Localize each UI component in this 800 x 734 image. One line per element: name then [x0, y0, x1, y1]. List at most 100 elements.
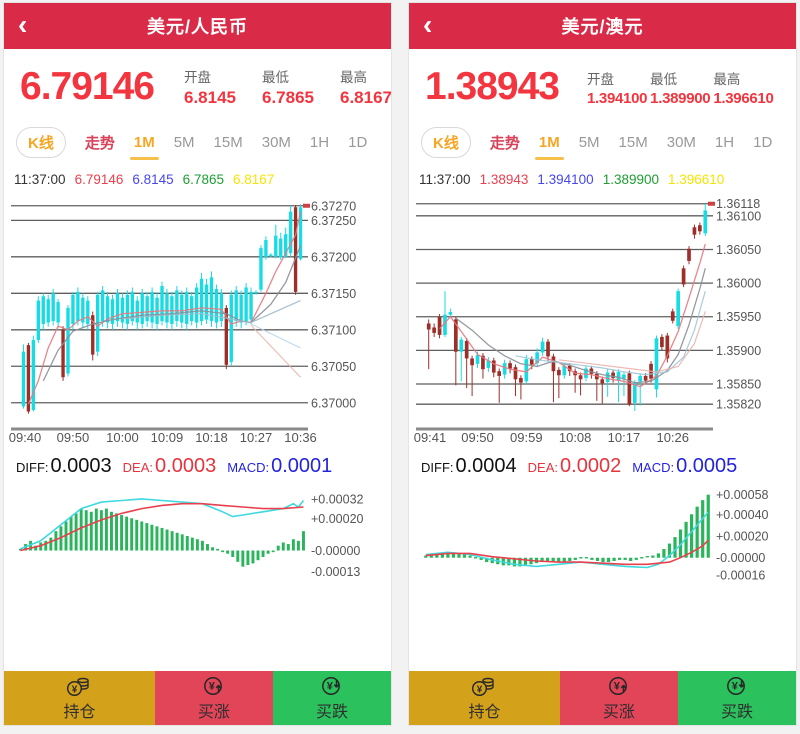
svg-text:1.35950: 1.35950: [716, 310, 761, 324]
svg-text:1.35820: 1.35820: [716, 398, 761, 412]
buy-down-button[interactable]: ¥ 买跌: [677, 671, 796, 725]
current-price: 1.38943: [425, 65, 560, 108]
tab-5m[interactable]: 5M: [578, 134, 600, 151]
high-label: 最高: [713, 71, 741, 87]
macd-label: MACD:: [632, 460, 675, 475]
tab-trend[interactable]: 走势: [84, 135, 115, 152]
svg-text:-0.00016: -0.00016: [716, 569, 765, 583]
svg-text:09:50: 09:50: [57, 430, 90, 445]
svg-text:-0.00000: -0.00000: [716, 551, 765, 565]
coins-icon: ¥: [472, 677, 495, 696]
tab-30m[interactable]: 30M: [666, 134, 696, 151]
svg-text:1.35900: 1.35900: [716, 344, 761, 358]
diff-label: DIFF:: [421, 460, 454, 475]
low-stat: 最低 1.389900: [650, 68, 710, 107]
back-button[interactable]: ‹: [18, 9, 28, 40]
svg-text:1.36050: 1.36050: [716, 243, 761, 257]
macd-readout: DIFF: 0.0004 DEA: 0.0002 MACD: 0.0005: [409, 447, 796, 478]
svg-text:09:40: 09:40: [9, 430, 42, 445]
positions-button[interactable]: ¥ 持仓: [409, 671, 560, 725]
macd-value: 0.0005: [676, 455, 738, 477]
diff-value: 0.0003: [50, 455, 112, 477]
svg-text:10:00: 10:00: [106, 430, 139, 445]
svg-text:10:08: 10:08: [559, 430, 592, 445]
dea-label: DEA:: [122, 460, 154, 475]
open-stat: 开盘 1.394100: [587, 68, 647, 107]
svg-text:-0.00013: -0.00013: [311, 565, 360, 579]
ohlc-summary: 开盘 1.394100 最低 1.389900 最高 1.396610: [587, 68, 774, 107]
open-stat: 开盘 6.8145: [184, 66, 236, 108]
ohlc-summary: 开盘 6.8145 最低 6.7865 最高 6.8167: [184, 66, 392, 108]
coins-icon: ¥: [67, 677, 90, 696]
svg-text:¥: ¥: [732, 680, 739, 692]
readout-open: 1.394100: [537, 172, 594, 187]
tab-1d[interactable]: 1D: [753, 134, 773, 151]
tab-15m[interactable]: 15M: [213, 134, 243, 151]
readout-low: 1.389900: [602, 172, 659, 187]
svg-text:10:26: 10:26: [656, 430, 689, 445]
macd-value: 0.0001: [271, 455, 333, 477]
screen-usd-aud: ‹ 美元/澳元 1.38943 开盘 1.394100 最低 1.389900 …: [408, 2, 797, 726]
tab-kline[interactable]: K线: [421, 127, 471, 158]
tab-1h[interactable]: 1H: [714, 134, 735, 151]
diff-label: DIFF:: [16, 460, 49, 475]
tab-15m[interactable]: 15M: [618, 134, 648, 151]
dea-label: DEA:: [527, 460, 559, 475]
readout-high: 6.8167: [232, 172, 275, 187]
svg-text:-0.00000: -0.00000: [311, 544, 360, 558]
high-value: 6.8167: [340, 88, 392, 107]
buy-up-button[interactable]: ¥ 买涨: [559, 671, 678, 725]
svg-text:6.37100: 6.37100: [311, 323, 356, 337]
positions-button[interactable]: ¥ 持仓: [4, 671, 155, 725]
macd-chart[interactable]: +0.00058 +0.00040 +0.00020 -0.00000 -0.00016: [409, 478, 792, 596]
svg-text:+0.00040: +0.00040: [716, 508, 769, 522]
open-value: 1.394100: [587, 89, 648, 107]
tab-1m[interactable]: 1M: [129, 134, 159, 160]
svg-text:6.37250: 6.37250: [311, 214, 356, 228]
tab-kline[interactable]: K线: [16, 127, 66, 158]
readout-time: 11:37:00: [14, 172, 66, 187]
price-summary: 6.79146 开盘 6.8145 最低 6.7865 最高 6.8167: [4, 49, 391, 117]
readout-high: 1.396610: [668, 172, 725, 187]
tab-1m[interactable]: 1M: [534, 134, 564, 160]
macd-readout: DIFF: 0.0003 DEA: 0.0003 MACD: 0.0001: [4, 447, 391, 478]
high-stat: 最高 1.396610: [713, 68, 773, 107]
svg-text:¥: ¥: [614, 680, 621, 692]
svg-text:¥: ¥: [477, 684, 483, 695]
spacer: [4, 596, 391, 671]
low-value: 6.7865: [262, 88, 314, 107]
tab-5m[interactable]: 5M: [173, 134, 195, 151]
svg-text:09:50: 09:50: [461, 430, 494, 445]
yen-up-icon: ¥: [608, 676, 627, 695]
tab-1h[interactable]: 1H: [309, 134, 330, 151]
yen-down-icon: ¥: [727, 676, 745, 695]
back-button[interactable]: ‹: [423, 9, 433, 40]
low-stat: 最低 6.7865: [262, 66, 314, 108]
macd-chart[interactable]: +0.00032 +0.00020 -0.00000 -0.00013: [4, 478, 387, 596]
svg-text:09:41: 09:41: [414, 430, 447, 445]
tab-1d[interactable]: 1D: [348, 134, 368, 151]
tab-trend[interactable]: 走势: [489, 135, 520, 152]
svg-text:6.37200: 6.37200: [311, 250, 356, 264]
screen-usd-cny: ‹ 美元/人民币 6.79146 开盘 6.8145 最低 6.7865 最高 …: [3, 2, 392, 726]
svg-text:+0.00058: +0.00058: [716, 488, 769, 502]
low-value: 1.389900: [650, 89, 711, 107]
svg-text:1.36000: 1.36000: [716, 277, 761, 291]
page-title: 美元/人民币: [146, 17, 248, 37]
svg-text:10:27: 10:27: [240, 430, 273, 445]
tab-30m[interactable]: 30M: [261, 134, 291, 151]
macd-label: MACD:: [227, 460, 270, 475]
current-price: 6.79146: [20, 65, 155, 108]
dea-value: 0.0003: [155, 455, 217, 477]
buy-up-button[interactable]: ¥ 买涨: [154, 671, 273, 725]
yen-up-icon: ¥: [203, 676, 222, 695]
header: ‹ 美元/澳元: [409, 3, 796, 49]
buy-down-button[interactable]: ¥ 买跌: [272, 671, 391, 725]
interval-tabs: K线 走势 1M 5M 15M 30M 1H 1D: [4, 117, 391, 170]
readout-open: 6.8145: [132, 172, 174, 187]
svg-text:10:18: 10:18: [195, 430, 228, 445]
low-label: 最低: [262, 70, 289, 85]
buy-down-label: 买跌: [315, 703, 348, 721]
